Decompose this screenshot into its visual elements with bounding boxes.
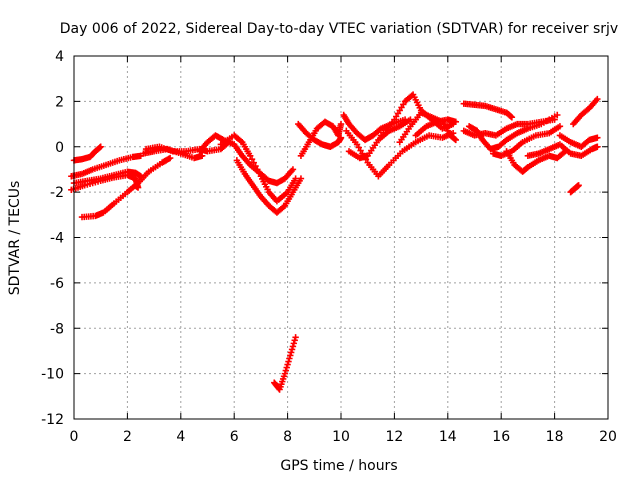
series-track-22 [465, 111, 561, 153]
data-point [290, 340, 298, 347]
data-point [254, 166, 261, 173]
x-tick-label: 4 [176, 429, 185, 445]
y-tick-label: -10 [41, 367, 64, 383]
data-point [285, 358, 292, 365]
series-track-12 [295, 120, 345, 150]
x-axis-label: GPS time / hours [280, 458, 397, 474]
data-point [594, 134, 601, 141]
chart-title: Day 006 of 2022, Sidereal Day-to-day VTE… [60, 21, 618, 37]
data-point [283, 364, 290, 371]
x-tick-label: 16 [492, 429, 510, 445]
data-point [248, 156, 256, 163]
y-axis-label: SDTVAR / TECUs [7, 181, 23, 296]
y-tick-label: 4 [55, 49, 64, 65]
data-point [594, 143, 601, 150]
data-point [297, 175, 305, 182]
x-tick-label: 14 [439, 429, 457, 445]
data-point [287, 349, 295, 356]
data-point [292, 334, 299, 341]
series-track-24 [503, 148, 569, 175]
series-track-18 [396, 109, 460, 146]
y-tick-label: -4 [50, 231, 64, 247]
x-tick-label: 0 [70, 429, 79, 445]
series-track-02 [68, 152, 144, 180]
data-point [575, 182, 582, 189]
x-tick-label: 20 [599, 429, 617, 445]
data-point [252, 162, 259, 170]
data-point [289, 343, 297, 350]
series-track-08 [196, 132, 297, 187]
series-track-27 [570, 95, 601, 128]
x-tick-label: 8 [283, 429, 292, 445]
data-point [198, 152, 206, 160]
series-track-09 [217, 132, 299, 205]
y-tick-label: -6 [50, 276, 64, 292]
data-point [284, 361, 291, 368]
data-point [289, 166, 297, 173]
data-point [250, 159, 257, 166]
x-tick-label: 6 [230, 429, 239, 445]
series-track-10 [233, 157, 305, 216]
y-tick-label: -12 [41, 412, 64, 428]
data-point [288, 346, 296, 353]
x-tick-label: 10 [332, 429, 350, 445]
data-point [554, 111, 561, 119]
data-point [291, 337, 298, 344]
x-tick-label: 18 [546, 429, 564, 445]
series-track-26 [556, 132, 601, 150]
data-point [255, 169, 263, 177]
data-point [594, 95, 601, 103]
series-track-05 [78, 154, 174, 221]
data-point [337, 120, 345, 128]
data-points [68, 91, 601, 393]
y-tick-label: -2 [50, 185, 64, 201]
data-point [508, 114, 516, 121]
y-tick-label: -8 [50, 321, 64, 337]
series-track-13 [297, 118, 345, 160]
data-point [407, 116, 414, 123]
data-point [286, 355, 293, 362]
y-tick-label: 2 [55, 94, 64, 110]
x-tick-label: 2 [123, 429, 132, 445]
data-point [281, 370, 289, 377]
data-point [282, 367, 290, 374]
series-track-19 [412, 116, 460, 139]
series-track-11 [271, 334, 299, 393]
series-track-28 [567, 182, 582, 196]
data-point [247, 152, 254, 160]
data-point [556, 123, 564, 130]
axis-ticks: 0 2 4 6 8 10 12 14 16 18 20 -12 -10 -8 -6 -4 -2 0 2 4 [41, 49, 617, 445]
data-point [452, 136, 460, 144]
data-point [166, 154, 174, 162]
series-track-16 [343, 127, 457, 180]
series-track-20 [460, 100, 516, 121]
y-tick-label: 0 [55, 140, 64, 156]
series-track-25 [524, 141, 601, 160]
data-point [97, 143, 104, 150]
data-point [287, 352, 294, 359]
data-point [292, 175, 299, 182]
x-tick-label: 12 [385, 429, 403, 445]
data-point [452, 118, 460, 125]
